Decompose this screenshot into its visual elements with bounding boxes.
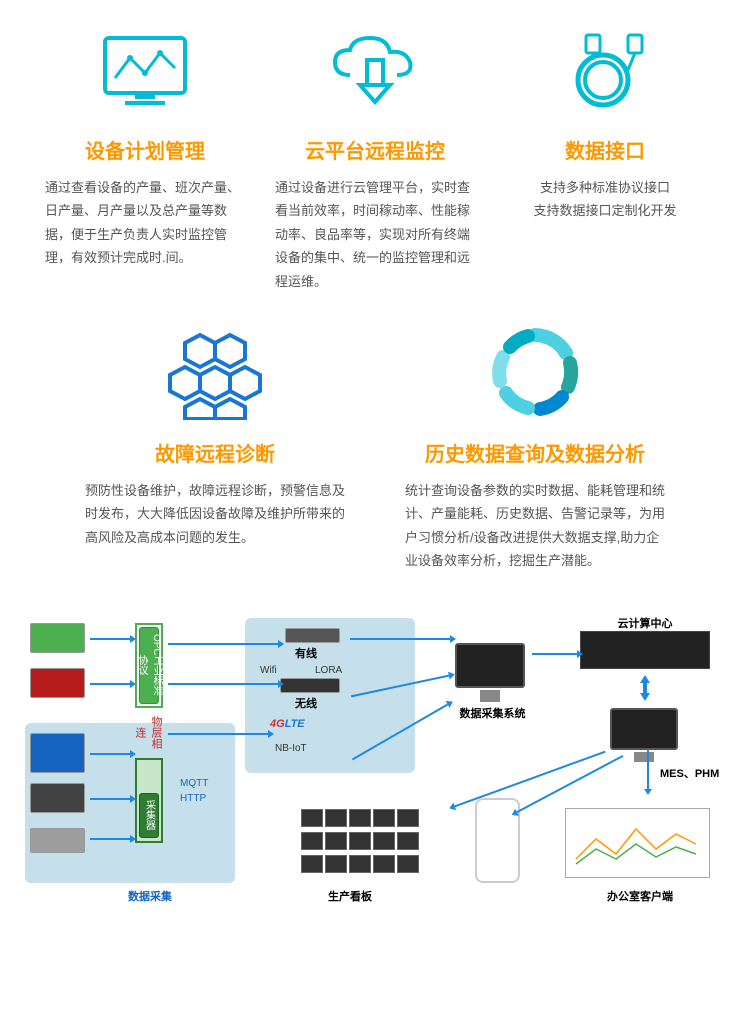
bidir-arrow-icon xyxy=(638,673,652,703)
arrow xyxy=(350,638,450,640)
feature-title: 历史数据查询及数据分析 xyxy=(405,438,665,467)
cloud-label: 云计算中心 xyxy=(605,615,685,631)
mid-label: 物层相连 xyxy=(134,713,164,753)
collector-label: 采集器 xyxy=(139,793,159,838)
arrow xyxy=(90,838,130,840)
feature-title: 设备计划管理 xyxy=(45,135,245,164)
monitor-stand xyxy=(480,690,500,702)
lte-label: 4GLTE xyxy=(270,718,305,730)
control-panel-icon xyxy=(30,783,85,813)
production-board xyxy=(285,808,435,877)
chart-monitor-icon xyxy=(45,20,245,120)
monitor-icon xyxy=(455,643,525,688)
cable-icon xyxy=(505,20,705,120)
machine-icon xyxy=(30,623,85,653)
feature-card-plan: 设备计划管理 通过查看设备的产量、班次产量、日产量、月产量以及总产量等数据，便于… xyxy=(45,20,245,293)
arrow xyxy=(90,753,130,755)
feature-card-diagnosis: 故障远程诊断 预防性设备维护，故障远程诊断，预警信息及时发布，大大降低因设备故障… xyxy=(85,323,345,573)
wireless-label: 无线 xyxy=(295,695,317,711)
arrow xyxy=(351,674,449,697)
arrow xyxy=(90,798,130,800)
office-client-icon xyxy=(565,808,710,878)
segmented-ring-icon xyxy=(405,323,665,423)
data-system-label: 数据采集系统 xyxy=(450,705,535,721)
arrow xyxy=(647,749,649,789)
sensor-icon xyxy=(30,828,85,853)
data-collect-label: 数据采集 xyxy=(120,888,180,904)
router-icon xyxy=(280,678,340,693)
feature-card-history: 历史数据查询及数据分析 统计查询设备参数的实时数据、能耗管理和统计、产量能耗、历… xyxy=(405,323,665,573)
feature-title: 数据接口 xyxy=(505,135,705,164)
server-rack-icon xyxy=(580,631,710,669)
features-row-2: 故障远程诊断 预防性设备维护，故障远程诊断，预警信息及时发布，大大降低因设备故障… xyxy=(0,303,750,603)
monitor-icon xyxy=(610,708,678,750)
feature-desc: 通过查看设备的产量、班次产量、日产量、月产量以及总产量等数据，便于生产负责人实时… xyxy=(45,176,245,270)
opc-label: OPC工业标准协议 xyxy=(139,627,159,704)
wired-label: 有线 xyxy=(295,645,317,661)
monitor-stand xyxy=(634,752,654,762)
feature-desc: 统计查询设备参数的实时数据、能耗管理和统计、产量能耗、历史数据、告警记录等，为用… xyxy=(405,479,665,573)
lora-label: LORA xyxy=(315,665,342,676)
http-label: HTTP xyxy=(180,793,206,804)
machine-icon xyxy=(30,733,85,773)
hexagon-network-icon xyxy=(85,323,345,423)
feature-title: 云平台远程监控 xyxy=(275,135,475,164)
nbiot-label: NB-IoT xyxy=(275,743,307,754)
arrow xyxy=(168,643,278,645)
switch-icon xyxy=(285,628,340,643)
feature-title: 故障远程诊断 xyxy=(85,438,345,467)
arrow xyxy=(168,683,278,685)
board-label: 生产看板 xyxy=(320,888,380,904)
office-label: 办公室客户端 xyxy=(595,888,685,904)
feature-desc: 预防性设备维护，故障远程诊断，预警信息及时发布，大大降低因设备故障及维护所带来的… xyxy=(85,479,345,549)
feature-card-cloud: 云平台远程监控 通过设备进行云管理平台，实时查看当前效率，时间稼动率、性能稼动率… xyxy=(275,20,475,293)
arrow xyxy=(90,683,130,685)
mqtt-label: MQTT xyxy=(180,778,208,789)
feature-card-interface: 数据接口 支持多种标准协议接口 支持数据接口定制化开发 xyxy=(505,20,705,293)
arrow xyxy=(454,750,605,807)
arrow xyxy=(168,733,268,735)
feature-desc: 通过设备进行云管理平台，实时查看当前效率，时间稼动率、性能稼动率、良品率等，实现… xyxy=(275,176,475,293)
machine-icon xyxy=(30,668,85,698)
arrow xyxy=(352,703,448,760)
arrow xyxy=(532,653,577,655)
architecture-diagram: OPC工业标准协议 物层相连 采集器 数据采集 有线 Wifi LORA 无线 … xyxy=(20,613,730,913)
mes-label: MES、PHM xyxy=(660,765,719,781)
features-row-1: 设备计划管理 通过查看设备的产量、班次产量、日产量、月产量以及总产量等数据，便于… xyxy=(0,0,750,303)
wifi-label: Wifi xyxy=(260,665,277,676)
feature-desc: 支持多种标准协议接口 支持数据接口定制化开发 xyxy=(505,176,705,223)
arrow xyxy=(90,638,130,640)
cloud-download-icon xyxy=(275,20,475,120)
